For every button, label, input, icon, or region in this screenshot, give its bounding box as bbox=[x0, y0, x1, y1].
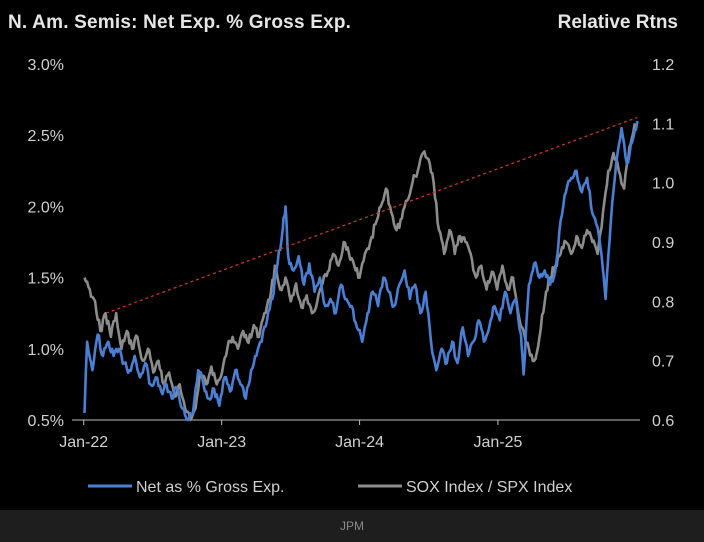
chart-title: N. Am. Semis: Net Exp. % Gross Exp. bbox=[8, 12, 352, 33]
x-tick-label: Jan-23 bbox=[197, 434, 246, 451]
legend: Net as % Gross Exp. SOX Index / SPX Index bbox=[88, 479, 572, 496]
trend-line bbox=[105, 116, 638, 314]
left-tick-label: 2.5% bbox=[28, 128, 64, 145]
right-axis-title: Relative Rtns bbox=[557, 12, 678, 33]
left-axis: 0.5% 1.0% 1.5% 2.0% 2.5% 3.0% bbox=[28, 57, 64, 430]
left-tick-label: 1.5% bbox=[28, 271, 64, 288]
x-axis: Jan-22 Jan-23 Jan-24 Jan-25 bbox=[59, 420, 522, 451]
left-tick-label: 2.0% bbox=[28, 199, 64, 216]
right-tick-label: 0.7 bbox=[652, 354, 674, 371]
right-tick-label: 1.2 bbox=[652, 57, 674, 74]
sox-spx-line bbox=[83, 123, 636, 422]
chart: N. Am. Semis: Net Exp. % Gross Exp. Rela… bbox=[8, 12, 678, 496]
left-tick-label: 0.5% bbox=[28, 413, 64, 430]
legend-label-sox: SOX Index / SPX Index bbox=[406, 479, 572, 496]
x-tick-label: Jan-25 bbox=[473, 434, 522, 451]
right-tick-label: 1.1 bbox=[652, 116, 674, 133]
plot-svg: 0.5% 1.0% 1.5% 2.0% 2.5% 3.0% 0.6 0.7 0.8 0.9 1.0… bbox=[28, 57, 675, 496]
right-tick-label: 1.0 bbox=[652, 176, 674, 193]
right-tick-label: 0.8 bbox=[652, 294, 674, 311]
footer-source: JPM bbox=[0, 510, 704, 542]
right-tick-label: 0.9 bbox=[652, 235, 674, 252]
x-tick-label: Jan-24 bbox=[335, 434, 384, 451]
series-layer bbox=[83, 116, 639, 422]
x-tick-label: Jan-22 bbox=[59, 434, 108, 451]
net-exposure-line bbox=[83, 120, 639, 422]
right-axis: 0.6 0.7 0.8 0.9 1.0 1.1 1.2 bbox=[652, 57, 674, 430]
right-tick-label: 0.6 bbox=[652, 413, 674, 430]
left-tick-label: 3.0% bbox=[28, 57, 64, 74]
legend-label-net: Net as % Gross Exp. bbox=[136, 479, 285, 496]
left-tick-label: 1.0% bbox=[28, 342, 64, 359]
